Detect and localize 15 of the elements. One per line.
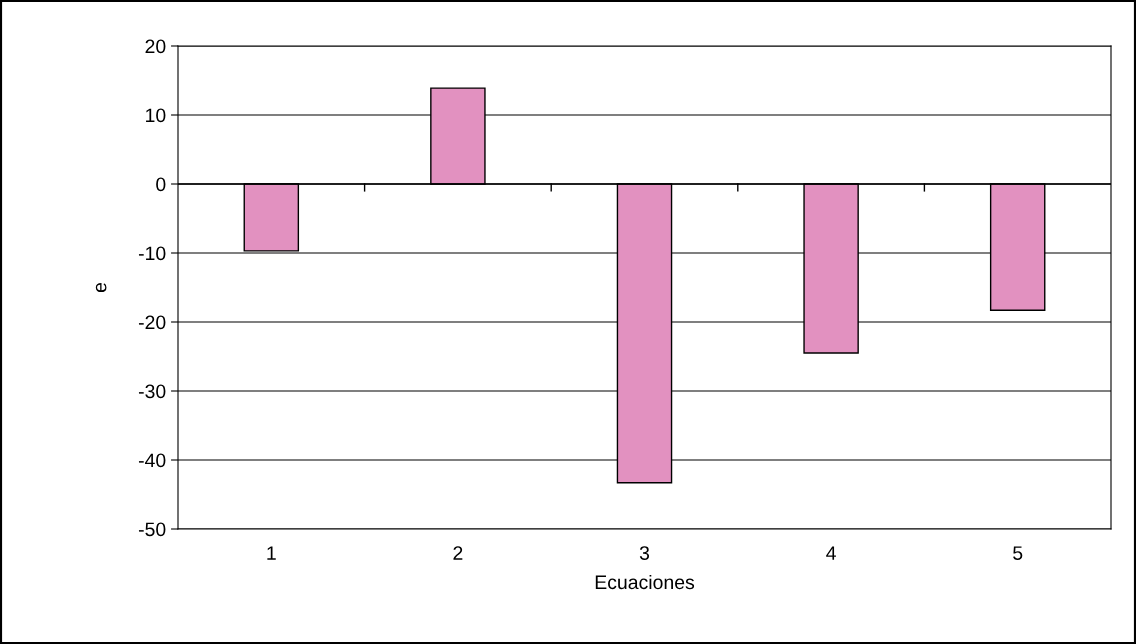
- x-tick-label: 2: [453, 546, 463, 560]
- x-tick-label: 5: [1013, 546, 1023, 560]
- y-tick-label: -30: [138, 384, 166, 399]
- x-tick-label: 1: [267, 546, 276, 560]
- y-tick-label: -40: [138, 453, 166, 468]
- y-tick-label: -20: [138, 315, 166, 330]
- x-tick-label: 3: [639, 546, 650, 560]
- y-tick-label: -50: [138, 522, 166, 537]
- x-tick-label: 4: [826, 546, 836, 560]
- y-tick-label: 10: [146, 108, 166, 123]
- y-tick-label: -10: [138, 246, 166, 261]
- y-axis-title: e: [95, 282, 107, 293]
- y-tick-label: 0: [156, 177, 166, 192]
- x-axis-title: Ecuaciones: [595, 574, 695, 590]
- y-tick-label: 20: [145, 39, 166, 54]
